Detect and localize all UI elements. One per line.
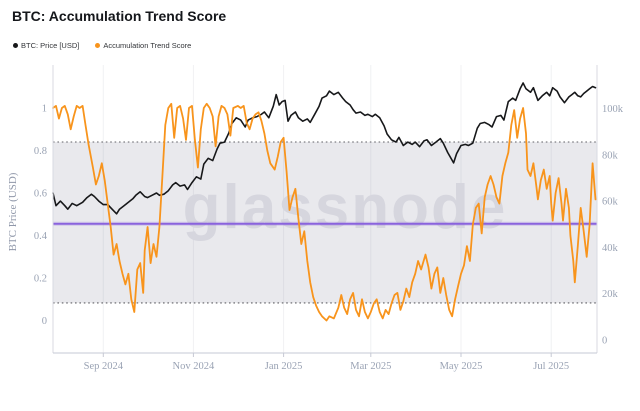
svg-text:100k: 100k — [602, 104, 624, 115]
svg-text:May 2025: May 2025 — [440, 361, 483, 372]
legend: BTC: Price [USD] Accumulation Trend Scor… — [13, 41, 191, 50]
svg-text:40k: 40k — [602, 243, 619, 254]
svg-text:Nov 2024: Nov 2024 — [173, 361, 215, 372]
svg-text:60k: 60k — [602, 197, 619, 208]
svg-text:0.6: 0.6 — [34, 189, 47, 200]
svg-text:0.2: 0.2 — [34, 274, 47, 285]
svg-text:Jan 2025: Jan 2025 — [265, 361, 303, 372]
ats-series-dot-icon — [95, 43, 101, 48]
svg-text:80k: 80k — [602, 150, 619, 161]
svg-text:Mar 2025: Mar 2025 — [350, 361, 391, 372]
svg-text:Jul 2025: Jul 2025 — [533, 361, 569, 372]
svg-text:0.8: 0.8 — [34, 146, 47, 157]
right-axis-tick-labels: 100k 80k 60k 40k 20k 0 — [602, 104, 624, 347]
left-axis-title: BTC Price (USD) — [7, 172, 19, 251]
accumulation-trend-score-line — [52, 102, 597, 322]
plot-borders — [52, 65, 598, 354]
price-series-dot-icon — [13, 43, 18, 48]
svg-text:0: 0 — [602, 336, 607, 347]
legend-label: BTC: Price [USD] — [21, 41, 80, 50]
chart-title: BTC: Accumulation Trend Score — [12, 8, 227, 24]
svg-text:20k: 20k — [602, 289, 619, 300]
svg-text:1: 1 — [42, 104, 47, 115]
left-axis-tick-labels: 1 0.8 0.6 0.4 0.2 0 — [34, 104, 48, 328]
svg-text:Sep 2024: Sep 2024 — [84, 361, 124, 372]
legend-label: Accumulation Trend Score — [103, 41, 192, 50]
glassnode-watermark: glassnode — [183, 173, 508, 242]
legend-item-btc-price[interactable]: BTC: Price [USD] — [13, 41, 79, 50]
svg-text:0.4: 0.4 — [34, 231, 48, 242]
legend-item-accumulation-trend-score[interactable]: Accumulation Trend Score — [95, 41, 191, 50]
svg-text:0: 0 — [42, 316, 47, 327]
btc-price-line — [52, 82, 597, 215]
x-axis-tick-labels: Sep 2024 Nov 2024 Jan 2025 Mar 2025 May 2025… — [84, 353, 569, 372]
